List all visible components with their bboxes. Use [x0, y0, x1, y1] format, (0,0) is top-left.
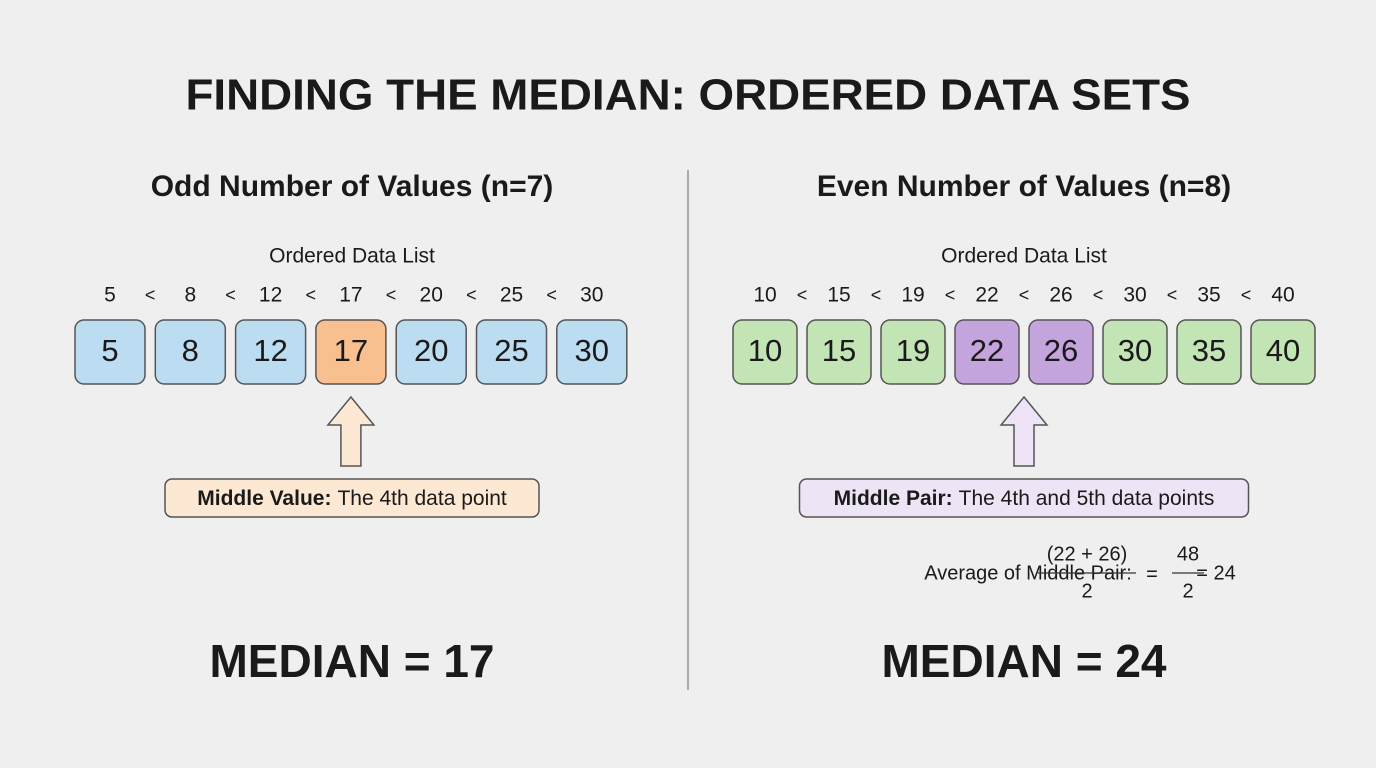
arrow [999, 395, 1049, 467]
list-value: 15 [827, 284, 850, 307]
value-box [880, 319, 946, 385]
list-value: 5 [104, 284, 116, 307]
list-value: 12 [259, 284, 282, 307]
separator: < [1241, 285, 1252, 305]
numerator: 48 [1177, 543, 1199, 565]
highlight-box [1028, 319, 1094, 385]
list-label: Ordered Data List [269, 245, 435, 268]
callout-bold: Middle Value: [197, 487, 331, 510]
panel-heading: Even Number of Values (n=8) [817, 170, 1231, 203]
list-value: 20 [420, 284, 443, 307]
value-box [74, 319, 146, 385]
box-value: 35 [1192, 333, 1226, 368]
separator: < [871, 285, 882, 305]
formula-result: = 24 [1196, 562, 1235, 584]
list-value: 35 [1197, 284, 1220, 307]
arrow [326, 395, 376, 467]
value-box [234, 319, 307, 385]
box-value: 40 [1266, 333, 1300, 368]
list-value: 22 [975, 284, 998, 307]
separator: < [386, 285, 397, 305]
box-value: 26 [1044, 333, 1078, 368]
box-value: 25 [494, 333, 528, 368]
separator: < [1019, 285, 1030, 305]
callout: Middle Pair: The 4th and 5th data points [834, 487, 1215, 510]
separator: < [1093, 285, 1104, 305]
value-box [556, 319, 628, 385]
box-value: 19 [896, 333, 930, 368]
value-box [1176, 319, 1242, 385]
equals: = [1146, 563, 1158, 585]
box-value: 30 [1118, 333, 1152, 368]
separator: < [797, 285, 808, 305]
box-value: 22 [970, 333, 1004, 368]
formula-label: Average of Middle Pair: [924, 562, 1132, 584]
panel-heading: Odd Number of Values (n=7) [151, 170, 554, 203]
value-box [732, 319, 798, 385]
list-value: 26 [1049, 284, 1072, 307]
denominator: 2 [1182, 580, 1193, 602]
separator: < [546, 285, 557, 305]
value-box [154, 319, 227, 385]
highlight-box [315, 319, 387, 385]
result: MEDIAN = 24 [881, 635, 1166, 687]
callout-text: The 4th data point [337, 487, 506, 510]
separator: < [305, 285, 316, 305]
title: FINDING THE MEDIAN: ORDERED DATA SETS [186, 71, 1191, 120]
list-value: 17 [339, 284, 362, 307]
list-value: 10 [753, 284, 776, 307]
box-value: 12 [253, 333, 287, 368]
callout-box [164, 478, 540, 518]
box-value: 30 [575, 333, 609, 368]
separator: < [945, 285, 956, 305]
separator: < [1167, 285, 1178, 305]
value-box [806, 319, 872, 385]
result: MEDIAN = 17 [209, 635, 494, 687]
list-value: 25 [500, 284, 523, 307]
box-value: 17 [334, 333, 368, 368]
value-box [1250, 319, 1316, 385]
value-box [475, 319, 548, 385]
value-box [395, 319, 467, 385]
separator: < [225, 285, 236, 305]
list-value: 40 [1271, 284, 1294, 307]
box-value: 8 [182, 333, 199, 368]
numerator: (22 + 26) [1047, 543, 1128, 565]
box-value: 10 [748, 333, 782, 368]
list-value: 30 [1123, 284, 1146, 307]
highlight-box [954, 319, 1020, 385]
list-label: Ordered Data List [941, 245, 1107, 268]
separator: < [466, 285, 477, 305]
denominator: 2 [1081, 580, 1092, 602]
callout-text: The 4th and 5th data points [959, 487, 1215, 510]
value-box [1102, 319, 1168, 385]
box-value: 5 [101, 333, 118, 368]
box-value: 15 [822, 333, 856, 368]
callout-box [798, 478, 1250, 518]
callout-bold: Middle Pair: [834, 487, 953, 510]
list-value: 30 [580, 284, 603, 307]
separator: < [145, 285, 156, 305]
callout: Middle Value: The 4th data point [197, 487, 507, 510]
list-value: 8 [184, 284, 196, 307]
box-value: 20 [414, 333, 448, 368]
list-value: 19 [901, 284, 924, 307]
